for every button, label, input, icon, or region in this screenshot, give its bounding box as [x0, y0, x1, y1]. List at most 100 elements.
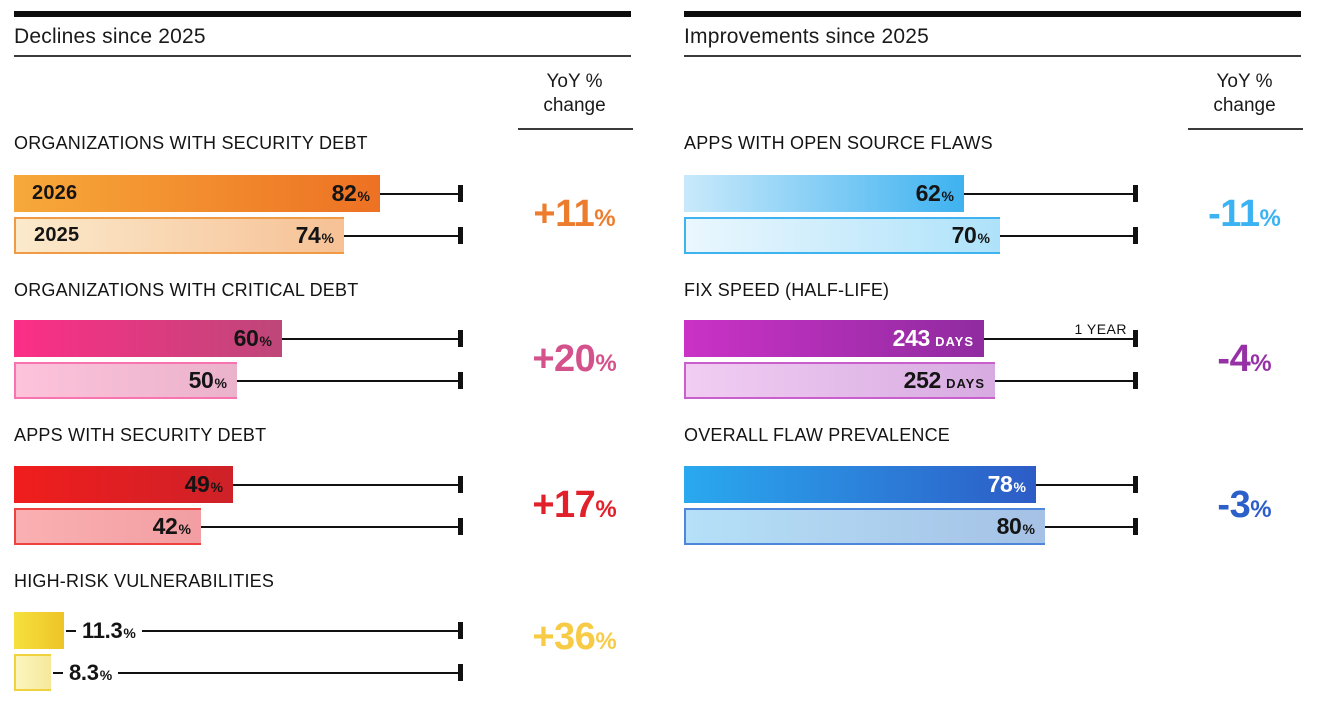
- bar-row: 60%: [14, 320, 631, 357]
- yoy-change-unit: %: [595, 496, 617, 523]
- reference-tick: [1133, 476, 1138, 493]
- section-title: HIGH-RISK VULNERABILITIES: [14, 571, 275, 591]
- reference-tick: [1133, 330, 1138, 347]
- reference-tick: [458, 372, 463, 389]
- bar-value-label: 82%: [332, 180, 370, 207]
- connector-line: [344, 234, 458, 237]
- section-title: OVERALL FLAW PREVALENCE: [684, 425, 951, 445]
- bar-value-label: 62%: [916, 180, 954, 207]
- improvements-column: Improvements since 2025 YoY % change APP…: [684, 0, 1303, 717]
- reference-connector: [1000, 217, 1138, 254]
- reference-tick: [458, 622, 463, 639]
- reference-tick: [1133, 185, 1138, 202]
- one-year-annotation: 1 YEAR: [1074, 321, 1127, 337]
- bar-row: 42%: [14, 508, 631, 545]
- bar-current-year: 62%: [684, 175, 964, 212]
- connector-dash: [66, 629, 76, 632]
- bar-value-label: 80%: [997, 513, 1035, 540]
- bar-row: 8.3%: [14, 654, 631, 691]
- yoy-header: YoY % change: [516, 70, 633, 118]
- bar-row: 70%: [684, 217, 1301, 254]
- reference-connector: [233, 466, 463, 503]
- bar-current-year: 60%: [14, 320, 282, 357]
- yoy-change-value: -4%: [1186, 338, 1303, 388]
- yoy-change-unit: %: [1250, 496, 1272, 523]
- yoy-change-value: -11%: [1186, 193, 1303, 243]
- reference-connector: 8.3%: [51, 654, 463, 691]
- bar-current-year: [14, 612, 64, 649]
- yoy-header-rule: [1188, 128, 1303, 130]
- yoy-change-number: -3: [1217, 484, 1251, 526]
- bar-year-label: 2025: [34, 224, 80, 246]
- bar-row: 243 DAYS 1 YEAR: [684, 320, 1301, 357]
- bar-previous-year: [14, 654, 51, 691]
- yoy-change-number: +11: [533, 193, 595, 235]
- reference-connector: [237, 362, 463, 399]
- reference-tick: [458, 518, 463, 535]
- connector-line: [282, 337, 458, 340]
- bar-row: 11.3%: [14, 612, 631, 649]
- column-title-rule: [684, 55, 1301, 57]
- bar-value-label: 8.3%: [69, 660, 112, 686]
- reference-connector: [201, 508, 463, 545]
- bar-value-unit: %: [123, 624, 136, 641]
- bar-value-number: 74: [295, 222, 321, 248]
- connector-line: [237, 379, 458, 382]
- bar-value-number: 243: [892, 325, 931, 351]
- declines-column: Declines since 2025 YoY % change ORGANIZ…: [14, 0, 633, 717]
- bar-row: 2026 82%: [14, 175, 631, 212]
- bar-value-number: 11.3: [82, 617, 123, 643]
- yoy-change-number: +36: [532, 616, 596, 658]
- reference-tick: [458, 476, 463, 493]
- bar-value-label: 74%: [296, 222, 334, 249]
- yoy-change-unit: %: [1259, 205, 1281, 232]
- bar-previous-year: 80%: [684, 508, 1045, 545]
- yoy-change-value: +11%: [516, 193, 633, 243]
- bar-value-unit: DAYS: [935, 334, 974, 349]
- connector-line: [201, 525, 458, 528]
- connector-line: [141, 629, 458, 632]
- column-title-rule: [14, 55, 631, 57]
- yoy-change-number: +17: [532, 484, 596, 526]
- bar-value-number: 80: [996, 513, 1022, 539]
- reference-tick: [458, 330, 463, 347]
- bar-row: 78%: [684, 466, 1301, 503]
- yoy-change-unit: %: [595, 628, 617, 655]
- bar-value-number: 252: [903, 367, 942, 393]
- bar-current-year: 2026 82%: [14, 175, 380, 212]
- yoy-header-line2: change: [543, 95, 606, 116]
- column-top-bar: [14, 11, 631, 17]
- bar-value-number: 70: [951, 222, 977, 248]
- column-title: Declines since 2025: [14, 25, 206, 48]
- yoy-header-rule: [518, 128, 633, 130]
- column-title: Improvements since 2025: [684, 25, 930, 48]
- yoy-header-line1: YoY %: [546, 71, 603, 92]
- bar-value-unit: %: [214, 375, 227, 391]
- bar-previous-year: 42%: [14, 508, 201, 545]
- bar-value-label: 78%: [988, 471, 1026, 498]
- bar-value-unit: %: [941, 188, 954, 204]
- reference-tick: [1133, 518, 1138, 535]
- bar-value-number: 50: [188, 367, 214, 393]
- connector-line: [1045, 525, 1133, 528]
- reference-connector: [1036, 466, 1138, 503]
- bar-value-number: 78: [987, 471, 1013, 497]
- section-title: FIX SPEED (HALF-LIFE): [684, 280, 890, 300]
- bar-previous-year: 2025 74%: [14, 217, 344, 254]
- yoy-change-number: -11: [1208, 193, 1260, 235]
- yoy-change-value: +17%: [516, 484, 633, 534]
- connector-line: [995, 379, 1133, 382]
- bar-value-label: 243 DAYS: [893, 325, 974, 352]
- reference-tick: [1133, 372, 1138, 389]
- section-title: APPS WITH SECURITY DEBT: [14, 425, 267, 445]
- connector-line: [118, 671, 458, 674]
- connector-line: [964, 192, 1133, 195]
- yoy-change-unit: %: [594, 205, 616, 232]
- yoy-change-number: -4: [1217, 338, 1251, 380]
- bar-year-label: 2026: [32, 182, 78, 204]
- connector-dash: [53, 671, 63, 674]
- bar-value-unit: %: [99, 666, 113, 683]
- bar-value-label: 49%: [185, 471, 223, 498]
- bar-value-label: 252 DAYS: [904, 367, 985, 394]
